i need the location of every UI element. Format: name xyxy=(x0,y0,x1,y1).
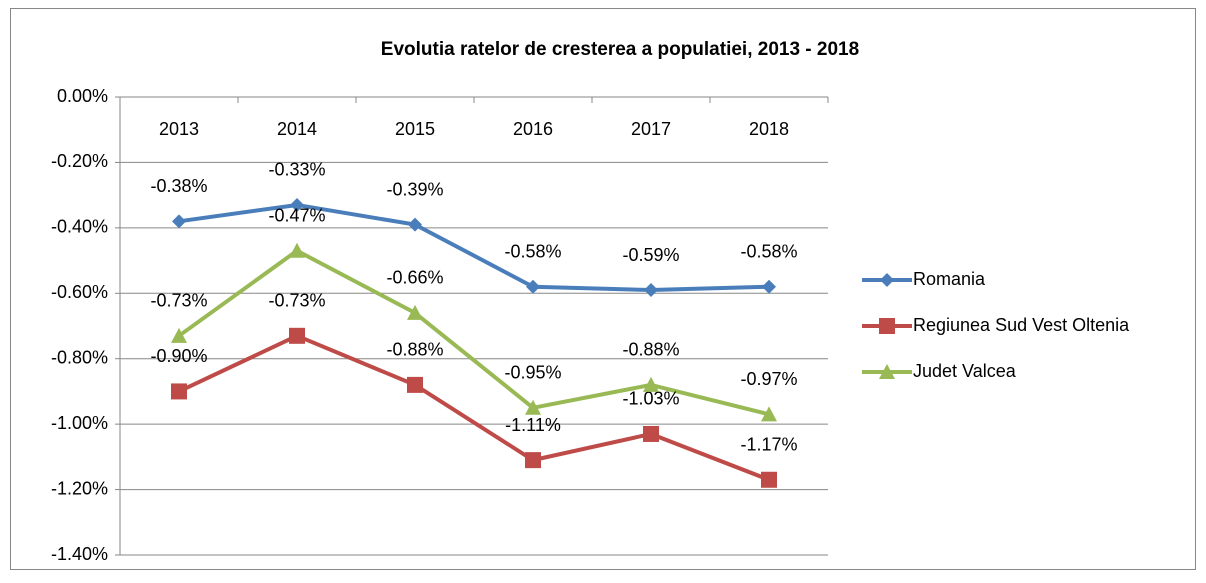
series-line xyxy=(178,202,770,293)
marker xyxy=(525,399,541,415)
x-tick-label: 2014 xyxy=(277,119,317,139)
x-tick-label: 2015 xyxy=(395,119,435,139)
marker xyxy=(408,217,422,232)
y-tick-label: 0.00% xyxy=(57,86,108,106)
y-tick-label: -0.20% xyxy=(51,151,108,171)
data-label: -0.73% xyxy=(268,291,325,311)
marker xyxy=(643,376,659,392)
marker xyxy=(289,327,305,344)
marker xyxy=(525,452,541,469)
data-label: -1.17% xyxy=(740,435,797,455)
legend-label: Judet Valcea xyxy=(913,361,1017,381)
marker xyxy=(644,283,658,298)
y-tick-label: -0.40% xyxy=(51,217,108,237)
series-line xyxy=(177,248,770,417)
data-label: -0.66% xyxy=(386,268,443,288)
marker xyxy=(879,318,895,334)
marker xyxy=(643,425,659,442)
y-tick-label: -1.00% xyxy=(51,413,108,433)
x-tick-label: 2017 xyxy=(631,119,671,139)
marker xyxy=(761,471,777,488)
data-label: -0.90% xyxy=(150,346,207,366)
y-tick-label: -0.80% xyxy=(51,347,108,367)
x-tick-label: 2016 xyxy=(513,119,553,139)
marker xyxy=(407,304,423,320)
chart-title: Evolutia ratelor de cresterea a populati… xyxy=(381,39,859,60)
marker xyxy=(290,197,304,212)
legend-label: Romania xyxy=(913,269,986,289)
marker xyxy=(526,279,540,294)
marker xyxy=(172,214,186,229)
data-label: -0.58% xyxy=(504,241,561,261)
marker xyxy=(762,279,776,294)
y-tick-label: -1.40% xyxy=(51,544,108,564)
data-label: -0.95% xyxy=(504,363,561,383)
series-line xyxy=(178,333,770,482)
data-label: -0.33% xyxy=(268,160,325,180)
y-tick-label: -1.20% xyxy=(51,478,108,498)
data-label: -0.39% xyxy=(386,179,443,199)
data-label: -0.59% xyxy=(622,245,679,265)
marker xyxy=(879,364,895,379)
marker xyxy=(407,376,423,393)
x-tick-label: 2018 xyxy=(749,119,789,139)
y-tick-label: -0.60% xyxy=(51,282,108,302)
marker xyxy=(761,406,777,422)
marker xyxy=(171,327,187,343)
marker xyxy=(880,273,894,287)
data-label: -0.88% xyxy=(622,340,679,360)
data-label: -0.58% xyxy=(740,241,797,261)
marker xyxy=(171,383,187,400)
data-label: -0.97% xyxy=(740,369,797,389)
data-label: -1.11% xyxy=(505,415,561,435)
data-label: -0.38% xyxy=(150,176,207,196)
legend-label: Regiunea Sud Vest Oltenia xyxy=(913,315,1130,335)
data-label: -1.03% xyxy=(622,389,679,409)
x-tick-label: 2013 xyxy=(159,119,199,139)
data-label: -0.73% xyxy=(150,291,207,311)
data-label: -0.88% xyxy=(386,340,443,360)
data-label: -0.47% xyxy=(268,206,325,226)
marker xyxy=(289,242,305,258)
